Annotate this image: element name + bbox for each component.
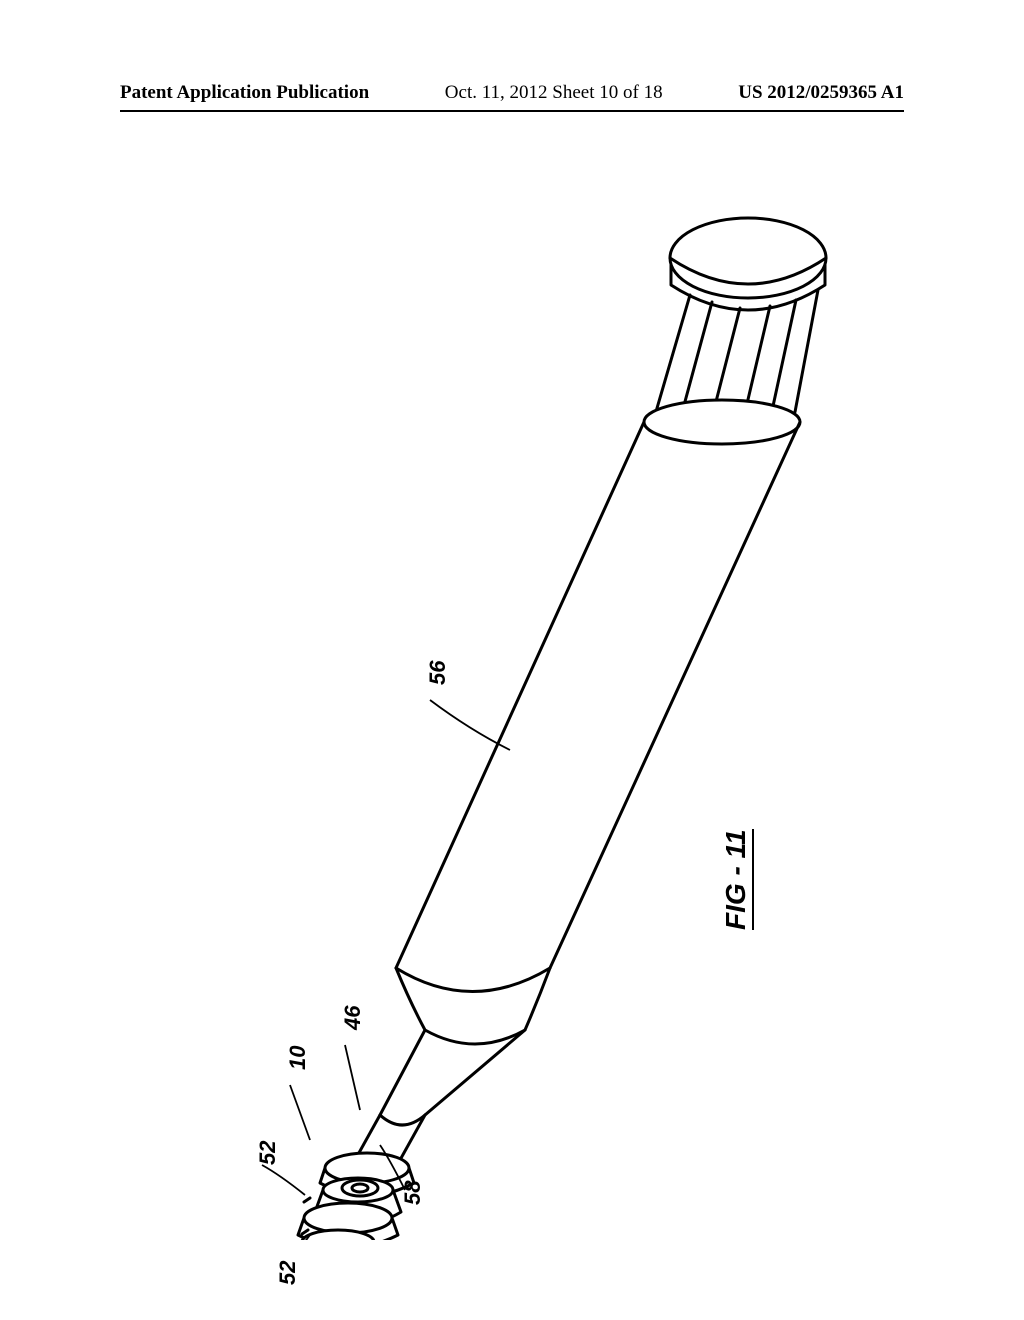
page-header: Patent Application Publication Oct. 11, … xyxy=(0,82,1024,104)
patent-drawing xyxy=(80,160,944,1240)
figure-label: FIG - 11 xyxy=(720,829,754,930)
figure-area: FIG - 11 52 10 46 52 58 56 xyxy=(80,160,944,1240)
header-publication: Patent Application Publication xyxy=(120,82,369,104)
ref-52a: 52 xyxy=(255,1141,281,1165)
ref-58: 58 xyxy=(400,1181,426,1205)
header-rule xyxy=(120,110,904,112)
header-date-sheet: Oct. 11, 2012 Sheet 10 of 18 xyxy=(445,82,663,104)
header-pub-number: US 2012/0259365 A1 xyxy=(738,82,904,104)
ref-56: 56 xyxy=(425,661,451,685)
ref-46: 46 xyxy=(340,1006,366,1030)
ref-10: 10 xyxy=(285,1046,311,1070)
ref-52b: 52 xyxy=(275,1261,301,1285)
